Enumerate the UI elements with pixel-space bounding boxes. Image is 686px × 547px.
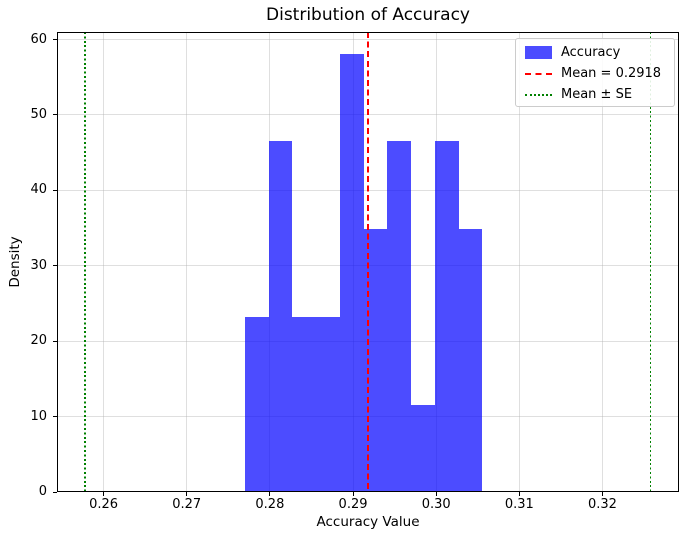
x-tick-mark [601,492,603,496]
histogram-bin [244,317,270,492]
histogram-bin [387,141,412,492]
x-gridline [601,32,603,492]
chart-title: Distribution of Accuracy [266,5,470,25]
plot-area: Accuracy Mean = 0.2918 Mean ± SE [57,32,679,492]
x-gridline [518,32,520,492]
y-tick-label: 40 [30,182,47,198]
x-tick-label: 0.26 [89,497,119,512]
y-tick-label: 20 [30,333,47,349]
x-axis-label: Accuracy Value [316,514,420,530]
x-tick-label: 0.27 [172,497,202,512]
legend-item: Accuracy [516,42,674,63]
legend-swatch-dotted [525,93,552,96]
histogram-bin [411,404,435,492]
legend-label: Mean = 0.2918 [561,66,662,81]
y-tick-label: 50 [30,106,47,122]
x-tick-mark [186,492,188,496]
legend: Accuracy Mean = 0.2918 Mean ± SE [515,38,675,107]
y-tick-label: 60 [30,31,47,47]
reference-lines [57,32,679,492]
x-tick-label: 0.29 [338,497,368,512]
x-tick-label: 0.30 [421,497,451,512]
legend-label: Accuracy [561,45,621,60]
x-tick-mark [435,492,437,496]
histogram-bin [339,53,364,492]
histogram-bin [292,317,317,492]
histogram-bin [434,141,459,492]
x-tick-label: 0.32 [588,497,617,512]
legend-item: Mean = 0.2918 [516,63,674,84]
x-tick-mark [269,492,271,496]
x-tick-mark [352,492,354,496]
y-tick-label: 0 [38,484,47,499]
legend-swatch-dashed [525,72,552,75]
legend-swatch-patch [525,46,552,59]
histogram-bin [269,141,293,492]
histogram-bin [458,228,482,492]
se-line [649,32,652,492]
x-gridline [103,32,105,492]
x-tick-mark [518,492,520,496]
mean-line [367,32,369,492]
histogram-bars [57,32,679,492]
se-line [84,32,86,492]
x-gridline [186,32,188,492]
histogram-bin [363,228,388,492]
x-tick-mark [103,492,105,496]
x-tick-label: 0.31 [504,497,534,512]
legend-item: Mean ± SE [516,84,674,105]
y-axis-label: Density [7,236,23,288]
legend-label: Mean ± SE [561,87,633,102]
x-tick-label: 0.28 [255,497,285,512]
y-tick-label: 10 [30,408,47,424]
histogram-bin [316,317,340,492]
